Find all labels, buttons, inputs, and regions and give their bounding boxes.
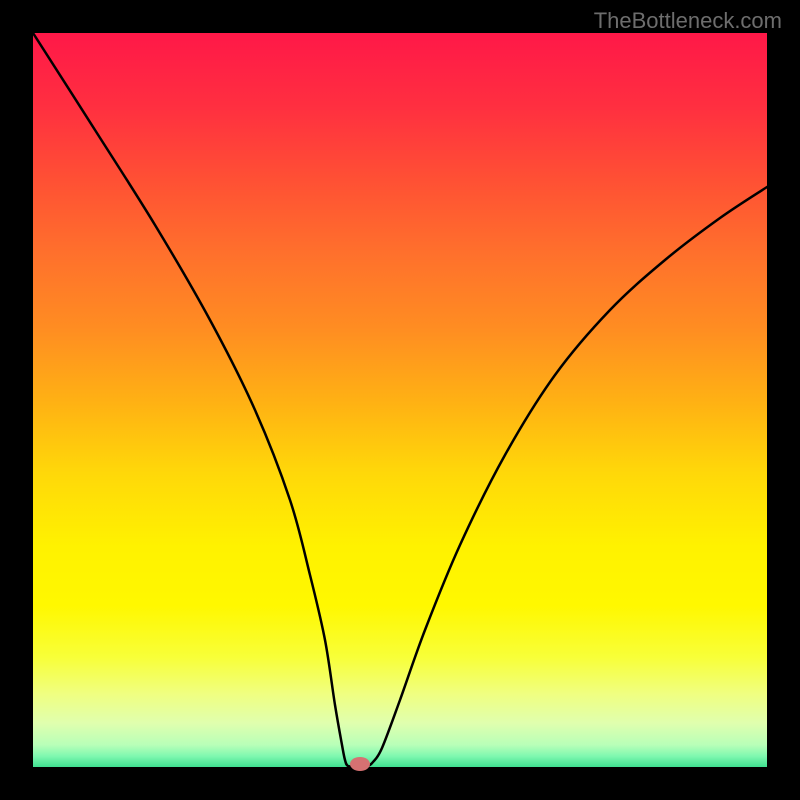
watermark-text: TheBottleneck.com [594, 8, 782, 34]
bottleneck-marker [350, 757, 370, 771]
chart-outer [0, 0, 800, 800]
chart-plot-area [33, 33, 767, 767]
curve-line [0, 0, 800, 800]
